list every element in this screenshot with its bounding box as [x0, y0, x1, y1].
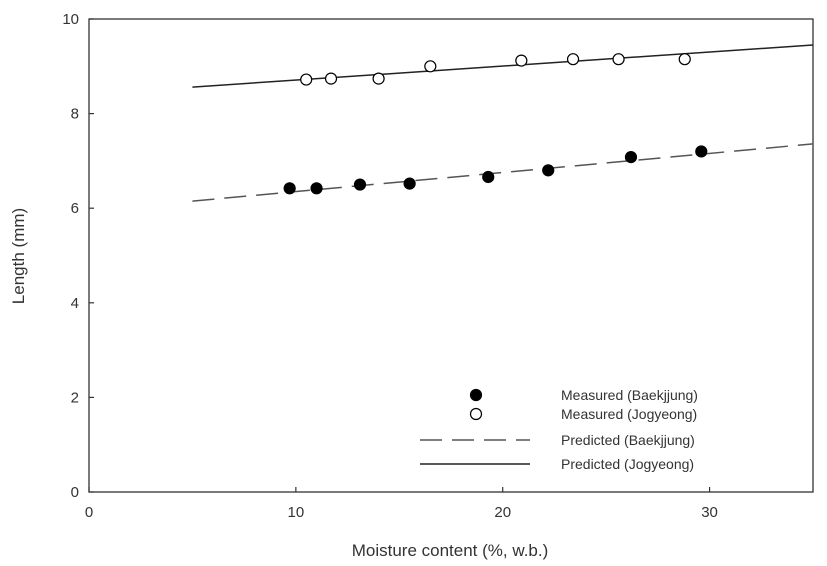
point-baekjjung [482, 170, 495, 184]
point-baekjjung [624, 151, 638, 164]
point-jogyeong [424, 60, 437, 73]
point-jogyeong [300, 73, 313, 86]
point-baekjjung [542, 164, 555, 177]
point-baekjjung [695, 145, 708, 158]
y-axis: 0 2 4 6 8 10 [62, 11, 94, 501]
legend-marker [469, 388, 483, 402]
point-baekjjung [403, 177, 416, 190]
point-jogyeong [324, 72, 338, 85]
point-jogyeong [566, 53, 580, 66]
y-tick-label: 2 [71, 389, 79, 406]
x-tick-label: 0 [85, 504, 93, 521]
y-tick-label: 4 [71, 295, 79, 312]
point-jogyeong [515, 54, 528, 67]
y-tick-label: 6 [71, 200, 79, 217]
x-tick-label: 30 [701, 504, 718, 521]
point-baekjjung [353, 178, 367, 191]
y-tick-label: 0 [71, 484, 79, 501]
plot-border [88, 18, 814, 493]
y-axis-label: Length (mm) [9, 208, 28, 304]
legend-label: Measured (Jogyeong) [561, 406, 697, 422]
series-layer [192, 44, 814, 202]
legend-label: Measured (Baekjjung) [561, 387, 698, 403]
point-baekjjung [310, 182, 323, 195]
legend-label: Predicted (Jogyeong) [561, 456, 694, 472]
predicted-line-0 [192, 143, 814, 202]
x-axis-label: Moisture content (%, w.b.) [352, 541, 549, 560]
legend-marker [469, 407, 483, 421]
x-tick-label: 10 [288, 504, 305, 521]
y-tick-label: 8 [71, 106, 79, 123]
x-axis: 0 10 20 30 [85, 487, 718, 521]
point-jogyeong [678, 53, 691, 66]
y-tick-label: 10 [62, 11, 79, 28]
legend-label: Predicted (Baekjjung) [561, 432, 695, 448]
predicted-line-1 [192, 44, 814, 88]
x-tick-label: 20 [494, 504, 511, 521]
plot-area [88, 18, 814, 493]
point-jogyeong [372, 72, 385, 85]
point-baekjjung [283, 182, 296, 195]
legend: Measured (Baekjjung) Measured (Jogyeong) P… [420, 387, 698, 472]
point-jogyeong [612, 53, 625, 66]
